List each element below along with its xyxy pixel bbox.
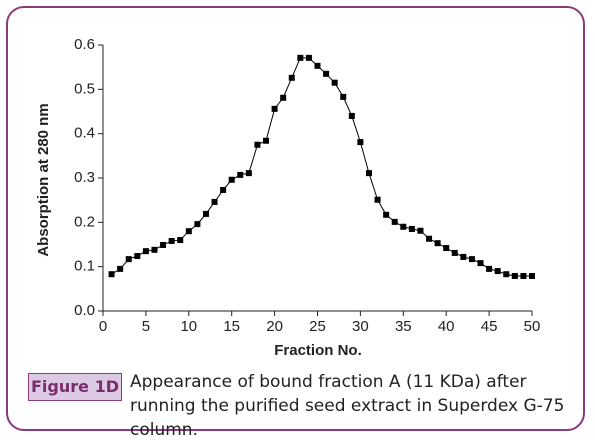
x-tick-label: 45 (481, 318, 498, 335)
data-point (297, 54, 304, 61)
data-point (151, 246, 158, 253)
y-tick-label: 0.2 (74, 213, 95, 230)
data-point (391, 218, 398, 225)
data-point (400, 223, 407, 230)
data-point (426, 235, 433, 242)
y-tick-label: 0.6 (74, 36, 95, 53)
data-point (451, 249, 458, 256)
x-tick-label: 0 (99, 318, 107, 335)
data-point (237, 171, 244, 178)
x-tick-label: 35 (395, 318, 412, 335)
data-point (271, 105, 278, 112)
figure-label: Figure 1D (28, 373, 122, 401)
figure-caption: Appearance of bound fraction A (11 KDa) … (130, 372, 565, 440)
data-point (263, 137, 270, 144)
data-point (477, 260, 484, 267)
data-point (134, 253, 141, 260)
x-tick-label: 15 (223, 318, 240, 335)
data-point (168, 237, 175, 244)
data-point (194, 221, 201, 228)
data-point (323, 70, 330, 77)
data-point (340, 93, 347, 100)
data-point (245, 170, 252, 177)
x-tick-label: 25 (309, 318, 326, 335)
data-point (529, 272, 535, 279)
data-point (408, 225, 415, 232)
data-point (108, 271, 115, 278)
x-tick-label: 20 (266, 318, 283, 335)
data-point (202, 210, 209, 217)
figure-frame (6, 6, 585, 431)
data-point (357, 139, 364, 146)
data-point (383, 211, 390, 218)
x-axis-label: Fraction No. (274, 342, 362, 359)
y-tick-label: 0.1 (74, 258, 95, 275)
data-point (468, 256, 475, 263)
data-point (417, 227, 424, 234)
x-tick-label: 50 (524, 318, 541, 335)
y-axis-label: Absorption at 280 nm (35, 103, 52, 256)
data-point (185, 228, 192, 235)
data-point (443, 245, 450, 252)
data-point (486, 265, 493, 272)
data-point (280, 94, 287, 101)
data-point (305, 54, 312, 61)
x-tick-label: 40 (438, 318, 455, 335)
data-point (331, 79, 338, 86)
data-point (494, 268, 501, 275)
data-point (434, 240, 441, 247)
y-tick-label: 0.0 (74, 302, 95, 319)
data-point (220, 186, 227, 193)
x-tick-label: 5 (142, 318, 150, 335)
data-point (365, 170, 372, 177)
data-line (111, 57, 532, 277)
data-point (460, 253, 467, 260)
y-tick-label: 0.4 (74, 125, 95, 142)
data-point (503, 271, 510, 278)
x-tick-label: 10 (180, 318, 197, 335)
data-point (160, 241, 167, 248)
data-point (314, 62, 321, 69)
y-tick-label: 0.5 (74, 80, 95, 97)
data-point (288, 74, 295, 81)
data-point (211, 198, 218, 205)
x-tick-label: 30 (352, 318, 369, 335)
data-point (142, 248, 149, 255)
data-point (520, 272, 527, 279)
data-point (125, 256, 132, 263)
data-point (177, 237, 184, 244)
data-point (348, 112, 355, 119)
data-point (228, 176, 235, 183)
data-point (117, 265, 124, 272)
data-point (374, 196, 381, 203)
data-point (254, 141, 261, 148)
data-point (511, 272, 518, 279)
y-tick-label: 0.3 (74, 169, 95, 186)
